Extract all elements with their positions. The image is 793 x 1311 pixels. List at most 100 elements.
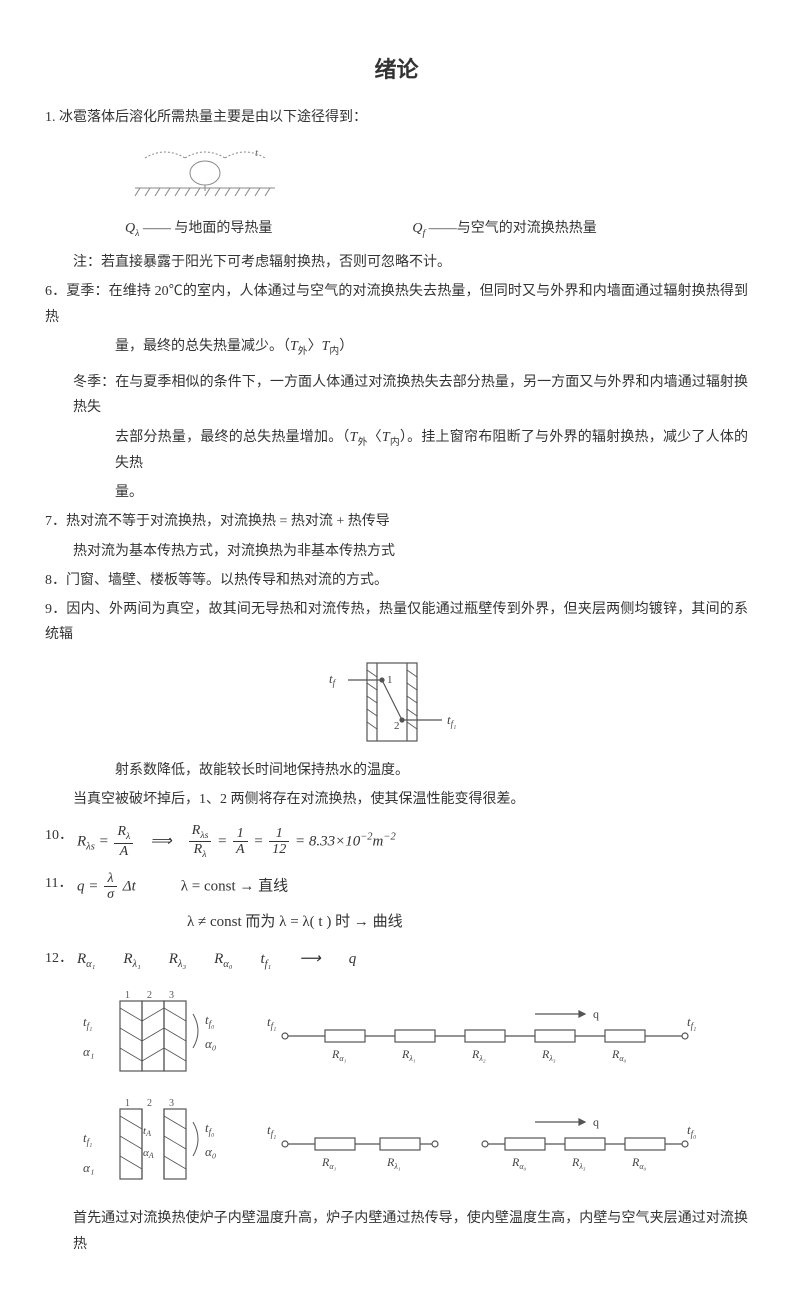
- eq-11: q = λσ Δt λ = const → 直线 λ ≠ const 而为 λ …: [77, 871, 748, 936]
- eq11-fd: σ: [104, 887, 117, 902]
- para-1: 1. 冰雹落体后溶化所需热量主要是由以下途径得到：: [45, 105, 748, 130]
- t-out: T: [290, 339, 298, 354]
- f1n: R: [117, 824, 126, 839]
- q-lambda-sub: λ: [135, 228, 139, 239]
- item-11: 11． q = λσ Δt λ = const → 直线 λ ≠ const 而…: [45, 871, 748, 936]
- svg-text:α₁: α₁: [83, 1160, 94, 1175]
- wall-gap-svg: 1 2 3 tA αA tf₁ α₁ tf₀ α₀: [75, 1094, 245, 1194]
- svg-text:1: 1: [125, 1098, 130, 1109]
- svg-text:q: q: [593, 1115, 599, 1129]
- s-ds: α₀: [223, 959, 232, 970]
- gt: 〉: [308, 339, 322, 354]
- eq11-q: q: [77, 878, 85, 894]
- s-b: R: [123, 951, 132, 967]
- svg-text:Rα₀: Rα₀: [611, 1047, 627, 1063]
- diagram-thermos: tf 1 2 tf₁: [45, 655, 748, 750]
- svg-text:α₀: α₀: [205, 1144, 216, 1159]
- q-f-sym: Q: [412, 221, 422, 236]
- svg-text:Rα₀: Rα₀: [631, 1155, 647, 1171]
- para-9a: 9．因内、外两间为真空，故其间无导热和对流传热，热量仅能通过瓶壁传到外界，但夹层…: [45, 597, 748, 647]
- eq10-res: = 8.33×10: [295, 833, 360, 849]
- para-6c: 冬季：在与夏季相似的条件下，一方面人体通过对流换热失去部分热量，另一方面又与外界…: [45, 370, 748, 420]
- eq10-R-sub: λs: [86, 841, 95, 852]
- t-in2-sub: 内: [390, 436, 400, 447]
- f3n: 1: [233, 826, 248, 842]
- s-a: R: [77, 951, 86, 967]
- svg-text:Rλ₂: Rλ₂: [471, 1047, 486, 1063]
- svg-text:q: q: [593, 1007, 599, 1021]
- svg-text:Rα₁: Rα₁: [331, 1047, 347, 1063]
- item-11-num: 11．: [45, 871, 77, 936]
- svg-text:tf₀: tf₀: [205, 1120, 214, 1137]
- para-last: 首先通过对流换热使炉子内壁温度升高，炉子内壁通过热传导，使内壁温度生高，内壁与空…: [45, 1206, 748, 1256]
- svg-text:α₀: α₀: [205, 1036, 216, 1051]
- para-6b: 量，最终的总失热量减少。（T外〉T内）: [45, 334, 748, 360]
- diagram-ice: t: [45, 138, 748, 208]
- svg-text:2: 2: [147, 990, 152, 1001]
- eq10-R: R: [77, 833, 86, 849]
- f2ns: λs: [200, 829, 208, 840]
- p6b-end: ）: [339, 339, 353, 354]
- p6d-a: 去部分热量，最终的总失热量增加。（: [115, 430, 350, 445]
- s-d: R: [214, 951, 223, 967]
- eq11-fn: λ: [104, 871, 117, 887]
- eq-12: Rα₁ Rλ₁ Rλ₃ Rα₀ tf₁ ⟶ q: [77, 946, 748, 975]
- f2ds: λ: [202, 849, 206, 860]
- svg-text:1: 1: [125, 990, 130, 1001]
- eq11-dt: Δt: [123, 878, 136, 894]
- eq11-eq: =: [85, 878, 103, 894]
- f1d: A: [114, 844, 133, 859]
- page-title: 绪论: [45, 50, 748, 90]
- eq11-l2: λ ≠ const 而为 λ = λ( t ) 时 → 曲线: [77, 909, 748, 936]
- f3d: A: [233, 842, 248, 857]
- t-in2: T: [382, 430, 390, 445]
- para-6b-text: 量，最终的总失热量减少。（: [115, 339, 290, 354]
- para-9c: 当真空被破坏掉后，1、2 两侧将存在对流换热，使其保温性能变得很差。: [45, 787, 748, 812]
- eq10-eq3: =: [253, 833, 267, 849]
- para-8: 8．门窗、墙壁、楼板等等。以热传导和热对流的方式。: [45, 568, 748, 593]
- svg-text:1: 1: [387, 674, 393, 686]
- svg-text:α₁: α₁: [83, 1044, 94, 1059]
- eq10-imp: ⟹: [139, 833, 183, 849]
- t-out-sub: 外: [298, 346, 308, 357]
- svg-text:αA: αA: [143, 1147, 154, 1160]
- f4d: 12: [269, 842, 289, 857]
- svg-text:Rλ₃: Rλ₃: [571, 1155, 586, 1171]
- svg-text:Rα₁: Rα₁: [321, 1155, 337, 1171]
- eq10-res-sup: −2: [360, 831, 372, 842]
- q-lambda-desc: —— 与地面的导热量: [143, 221, 273, 236]
- s-arrow: ⟶: [299, 946, 321, 973]
- svg-text:Rλ₁: Rλ₁: [401, 1047, 416, 1063]
- thermos-svg: tf 1 2 tf₁: [312, 655, 482, 750]
- svg-text:Rλ₁: Rλ₁: [386, 1155, 401, 1171]
- eq10-unit-sup: −2: [383, 831, 395, 842]
- s-c: R: [169, 951, 178, 967]
- para-6d: 去部分热量，最终的总失热量增加。（T外〈T内）。挂上窗帘布阻断了与外界的辐射换热…: [45, 425, 748, 477]
- svg-text:3: 3: [169, 990, 174, 1001]
- svg-text:tf₁: tf₁: [83, 1130, 92, 1147]
- s-as: α₁: [86, 959, 95, 970]
- eq10-eq1: =: [99, 833, 113, 849]
- svg-text:2: 2: [394, 720, 400, 732]
- svg-text:2: 2: [147, 1098, 152, 1109]
- svg-text:tf₀: tf₀: [205, 1012, 214, 1029]
- svg-text:tf₀: tf₀: [687, 1122, 696, 1139]
- lt: 〈: [368, 430, 382, 445]
- svg-text:tf₁: tf₁: [83, 1014, 92, 1031]
- diagram-pair-2: 1 2 3 tA αA tf₁ α₁ tf₀ α₀ tf₁ tf₀: [75, 1094, 748, 1194]
- f2da: R: [194, 842, 203, 857]
- t-out2-sub: 外: [357, 436, 367, 447]
- s-es: f₁: [265, 959, 272, 970]
- f4n: 1: [269, 826, 289, 842]
- t-in-sub: 内: [329, 346, 339, 357]
- s-bs: λ₁: [133, 959, 141, 970]
- svg-text:tf₁: tf₁: [447, 712, 456, 729]
- eq10-unit: m: [373, 833, 384, 849]
- q-f-desc: ——与空气的对流换热热量: [429, 221, 597, 236]
- svg-text:Rλ₃: Rλ₃: [541, 1047, 556, 1063]
- resistor-chain-1-svg: tf₁ tf₁ q Rα₁ Rλ₁ Rλ₂ Rλ₃ Rα₀: [265, 996, 705, 1076]
- note-line: 注：若直接暴露于阳光下可考虑辐射换热，否则可忽略不计。: [45, 250, 748, 275]
- s-cs: λ₃: [178, 959, 186, 970]
- svg-text:tf: tf: [329, 671, 337, 688]
- wall-3layer-svg: 1 2 3 tf₁ α₁ tf₀ α₀: [75, 986, 245, 1086]
